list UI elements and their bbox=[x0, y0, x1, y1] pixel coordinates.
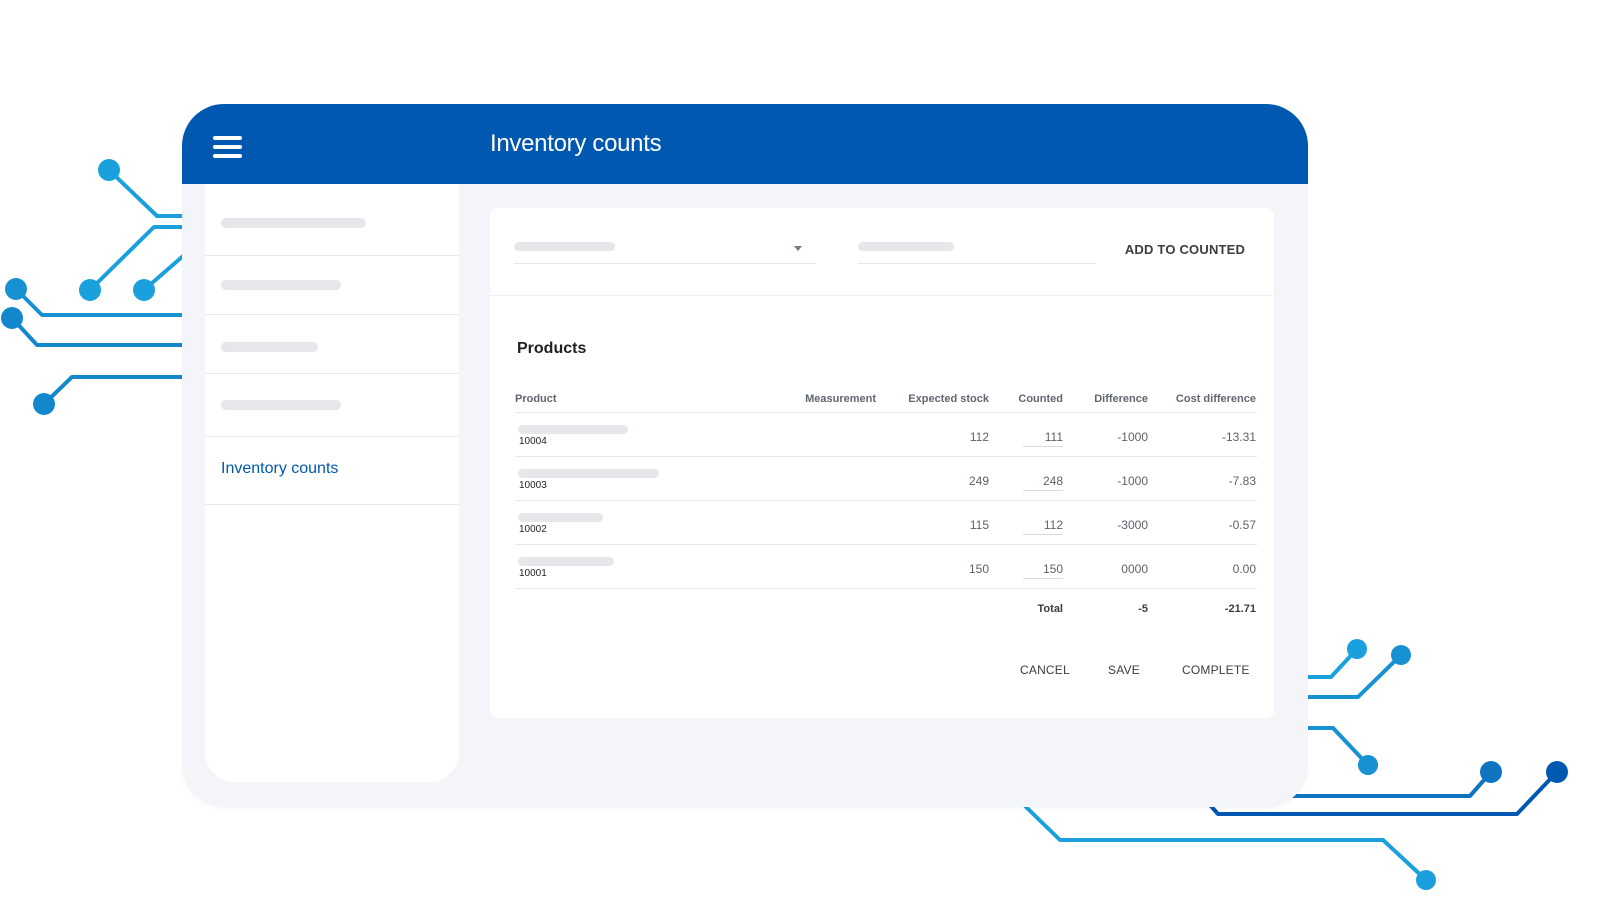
expected-stock-cell: 150 bbox=[968, 562, 989, 576]
counted-input[interactable]: 112 bbox=[1023, 512, 1063, 535]
table-header: Product Measurement Expected stock Count… bbox=[515, 384, 1257, 413]
product-code: 10002 bbox=[519, 524, 547, 535]
select-placeholder bbox=[514, 242, 615, 251]
expected-stock-cell: 249 bbox=[968, 474, 989, 488]
sidebar-item-2[interactable] bbox=[205, 256, 459, 315]
column-header-difference: Difference bbox=[1094, 393, 1148, 405]
total-row: Total -5 -21.71 bbox=[515, 589, 1257, 629]
caret-down-icon bbox=[794, 246, 802, 251]
sidebar-item-placeholder bbox=[221, 280, 341, 290]
expected-stock-cell: 112 bbox=[969, 430, 989, 444]
sidebar-item-4[interactable] bbox=[205, 374, 459, 437]
cost-difference-cell: -0.57 bbox=[1228, 518, 1256, 532]
product-name-placeholder bbox=[518, 513, 603, 522]
products-table: Product Measurement Expected stock Count… bbox=[515, 384, 1257, 629]
sidebar-item-inventory-counts[interactable]: Inventory counts bbox=[205, 437, 459, 505]
quantity-input[interactable] bbox=[858, 238, 1096, 264]
sidebar-item-placeholder bbox=[221, 218, 366, 228]
counted-input[interactable]: 111 bbox=[1023, 424, 1063, 447]
table-row[interactable]: 10002 115 112 -3000 -0.57 bbox=[515, 501, 1257, 545]
difference-cell: -3000 bbox=[1117, 518, 1148, 532]
add-to-counted-button[interactable]: ADD TO COUNTED bbox=[1124, 242, 1246, 257]
counted-input[interactable]: 248 bbox=[1023, 468, 1063, 491]
difference-cell: -1000 bbox=[1117, 430, 1148, 444]
column-header-cost-difference: Cost difference bbox=[1175, 393, 1256, 405]
counted-value: 112 bbox=[1043, 518, 1063, 532]
products-title: Products bbox=[517, 340, 587, 357]
cost-difference-cell: -7.83 bbox=[1228, 474, 1256, 488]
sidebar-item-label: Inventory counts bbox=[221, 460, 339, 477]
app-window: Inventory counts Inventory counts AD bbox=[182, 104, 1308, 807]
total-cost-difference: -21.71 bbox=[1224, 603, 1256, 615]
product-code: 10003 bbox=[519, 480, 547, 491]
sidebar-item-placeholder bbox=[221, 342, 318, 352]
counted-value: 150 bbox=[1042, 562, 1063, 576]
column-header-measurement: Measurement bbox=[805, 393, 876, 405]
difference-cell: 0000 bbox=[1121, 562, 1148, 576]
sidebar-item-placeholder bbox=[221, 400, 341, 410]
column-header-product: Product bbox=[515, 393, 557, 405]
sidebar-item-1[interactable] bbox=[205, 184, 459, 256]
hamburger-menu-icon[interactable] bbox=[213, 136, 242, 158]
filter-row: ADD TO COUNTED bbox=[490, 208, 1274, 296]
cost-difference-cell: 0.00 bbox=[1232, 562, 1256, 576]
counted-input[interactable]: 150 bbox=[1023, 556, 1063, 579]
total-label: Total bbox=[1037, 603, 1063, 615]
product-name-placeholder bbox=[518, 425, 628, 434]
page-title: Inventory counts bbox=[490, 130, 662, 157]
product-name-placeholder bbox=[518, 469, 659, 478]
table-row[interactable]: 10001 150 150 0000 0.00 bbox=[515, 545, 1257, 589]
cost-difference-cell: -13.31 bbox=[1221, 430, 1256, 444]
difference-cell: -1000 bbox=[1117, 474, 1148, 488]
cancel-button[interactable]: CANCEL bbox=[1020, 663, 1070, 677]
product-code: 10001 bbox=[519, 568, 547, 579]
product-name-placeholder bbox=[518, 557, 614, 566]
inventory-card: ADD TO COUNTED Products Product Measurem… bbox=[490, 208, 1274, 718]
table-row[interactable]: 10003 249 248 -1000 -7.83 bbox=[515, 457, 1257, 501]
input-placeholder bbox=[858, 242, 954, 251]
total-difference: -5 bbox=[1138, 603, 1148, 615]
column-header-counted: Counted bbox=[1018, 393, 1063, 405]
complete-button[interactable]: COMPLETE bbox=[1182, 663, 1250, 677]
counted-value: 248 bbox=[1042, 474, 1063, 488]
counted-value: 111 bbox=[1044, 430, 1063, 444]
sidebar-item-3[interactable] bbox=[205, 315, 459, 374]
sidebar: Inventory counts bbox=[205, 184, 459, 782]
product-code: 10004 bbox=[519, 436, 547, 447]
product-select[interactable] bbox=[514, 238, 816, 264]
save-button[interactable]: SAVE bbox=[1108, 663, 1140, 677]
column-header-expected-stock: Expected stock bbox=[908, 393, 989, 405]
table-row[interactable]: 10004 112 111 -1000 -13.31 bbox=[515, 413, 1257, 457]
expected-stock-cell: 115 bbox=[969, 518, 989, 532]
app-header: Inventory counts bbox=[182, 104, 1308, 184]
